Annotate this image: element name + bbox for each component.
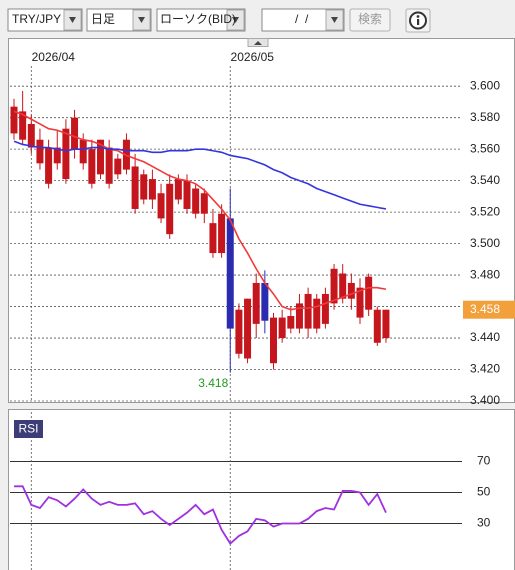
toolbar: TRY/JPY 日足 ローソク(BID) / / 検索: [7, 8, 431, 33]
y-tick-label: 3.600: [470, 78, 500, 92]
date-input[interactable]: [261, 8, 345, 32]
moving-average-line: [13, 140, 387, 210]
y-tick-label: 3.520: [470, 204, 500, 218]
current-price-label: 3.458: [470, 302, 500, 316]
x-tick-label: 2026/04: [32, 50, 76, 64]
candle-body: [209, 223, 217, 254]
rsi-line: [14, 485, 387, 546]
candle-body: [261, 282, 269, 321]
x-tick-label: 2026/05: [231, 50, 275, 64]
moving-average-line: [13, 110, 387, 311]
candlestick-chart: 3.6003.5803.5603.5403.5203.5003.4803.460…: [10, 50, 515, 407]
rsi-chart: 30 50 70 RSI: [10, 412, 491, 570]
main-panel: [8, 38, 515, 403]
candle-body: [174, 179, 182, 200]
candle-body: [218, 213, 226, 254]
y-tick-label: 3.400: [470, 393, 500, 407]
candle-body: [356, 287, 364, 318]
candle-body: [131, 166, 139, 209]
candle-body: [71, 117, 79, 150]
date-text: / /: [295, 12, 309, 26]
candle-body: [88, 149, 96, 184]
candle-body: [105, 147, 113, 184]
candle-body: [270, 317, 277, 364]
candle-body: [183, 180, 191, 209]
chart-type-select[interactable]: [156, 8, 246, 32]
candle-body: [157, 193, 165, 219]
candle-body: [45, 147, 53, 184]
candle-body: [365, 276, 373, 310]
y-tick-label: 3.500: [470, 236, 500, 250]
y-tick-label: 3.560: [470, 141, 500, 155]
chart-type-text: ローソク(BID): [160, 12, 236, 26]
y-tick-label: 3.540: [470, 173, 500, 187]
dropdown-arrow: [138, 17, 145, 23]
y-tick-label: 50: [477, 485, 491, 499]
candle-body: [373, 309, 381, 343]
rsi-panel: [8, 409, 515, 570]
candle-body: [10, 106, 18, 134]
candle-body: [62, 128, 70, 180]
y-tick-label: 70: [477, 454, 491, 468]
y-tick-label: 3.420: [470, 362, 500, 376]
candle-body: [295, 303, 303, 329]
symbol-text: TRY/JPY: [12, 12, 61, 26]
candle-body: [382, 309, 390, 339]
dropdown-arrow: [69, 17, 76, 23]
indicator-label: RSI: [18, 422, 38, 436]
period-text: 日足: [91, 12, 115, 26]
candle-body: [192, 188, 200, 214]
info-icon-dot: [416, 15, 420, 18]
candle-body: [226, 218, 234, 329]
info-icon-bar: [417, 19, 420, 25]
candle-body: [321, 293, 329, 324]
candle-body: [278, 317, 286, 339]
candle-body: [287, 316, 295, 329]
dropdown-arrow: [331, 17, 338, 23]
candle-body: [53, 147, 61, 164]
y-tick-label: 3.480: [470, 267, 500, 281]
candle-body: [97, 139, 104, 175]
current-price-box: [463, 300, 515, 319]
panel-toggle-arrow: [254, 41, 262, 45]
search-text: 検索: [358, 12, 382, 26]
candle-body: [148, 179, 156, 200]
candle-body: [235, 309, 243, 354]
candle-body: [27, 123, 35, 148]
y-tick-label: 3.580: [470, 110, 500, 124]
candle-body: [304, 293, 312, 329]
y-tick-label: 3.440: [470, 330, 500, 344]
candle-body: [114, 158, 122, 175]
candle-body: [36, 139, 44, 164]
candle-body: [244, 298, 252, 359]
indicator-label-box: [14, 420, 43, 438]
candle-body: [19, 111, 27, 140]
low-annotation: 3.418: [198, 376, 228, 390]
candle-body: [166, 183, 174, 235]
y-tick-label: 30: [477, 516, 491, 530]
dropdown-arrow: [232, 17, 239, 23]
candle-body: [252, 282, 260, 324]
candle-body: [79, 139, 87, 164]
candle-body: [140, 174, 148, 200]
candle-body: [339, 273, 347, 299]
candle-body: [200, 193, 208, 214]
search-button[interactable]: [349, 8, 391, 32]
candle-body: [347, 282, 355, 299]
candle-body: [313, 298, 321, 329]
candle-body: [330, 268, 338, 304]
